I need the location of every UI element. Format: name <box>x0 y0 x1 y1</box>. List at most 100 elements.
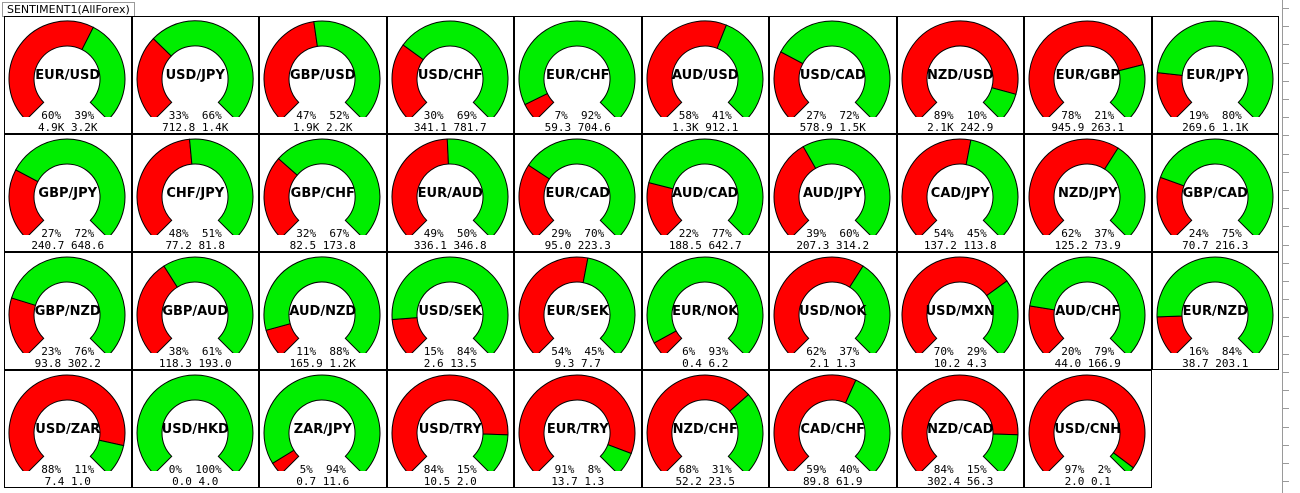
gauge-dial <box>136 138 253 235</box>
short-arc <box>518 374 636 471</box>
gauge-dial <box>8 138 126 235</box>
percent-readout: 48% 51% <box>168 227 222 240</box>
pair-label: NZD/CAD <box>927 422 994 437</box>
volume-readout: 578.9 1.5K <box>799 121 866 134</box>
long-arc <box>1156 20 1273 117</box>
percent-readout: 32% 67% <box>296 227 350 240</box>
volume-readout: 2.1K 242.9 <box>927 121 994 134</box>
gauge-cell: USD/CHF 30% 69% 341.1 781.7 <box>386 16 514 134</box>
volume-readout: 712.8 1.4K <box>162 121 229 134</box>
pair-label: USD/CAD <box>799 68 866 83</box>
volume-readout: 7.4 1.0 <box>44 475 91 488</box>
volume-readout: 341.1 781.7 <box>413 121 487 134</box>
volume-readout: 2.1 1.3 <box>809 357 856 370</box>
pair-label: CAD/CHF <box>800 422 865 437</box>
long-arc <box>1159 138 1273 235</box>
volume-readout: 10.5 2.0 <box>423 475 477 488</box>
percent-readout: 16% 84% <box>1188 345 1242 358</box>
short-arc <box>518 256 589 353</box>
long-arc <box>15 138 126 235</box>
gauge-cell: CAD/JPY 54% 45% 137.2 113.8 <box>896 134 1024 252</box>
volume-readout: 93.8 302.2 <box>34 357 101 370</box>
pair-label: USD/ZAR <box>35 422 101 437</box>
gauge-dial <box>136 374 253 471</box>
long-arc <box>152 20 254 117</box>
volume-readout: 70.7 216.3 <box>1182 239 1249 252</box>
long-arc <box>844 379 891 471</box>
long-arc <box>1109 452 1135 471</box>
gauge-dial <box>8 256 126 353</box>
volume-readout: 77.2 81.8 <box>165 239 226 252</box>
gauge-cell: AUD/USD 58% 41% 1.3K 912.1 <box>641 16 769 134</box>
percent-readout: 24% 75% <box>1188 227 1242 240</box>
gauge-dial <box>391 138 508 235</box>
percent-readout: 62% 37% <box>806 345 860 358</box>
gauge-dial <box>136 256 253 353</box>
percent-readout: 84% 15% <box>933 463 987 476</box>
gauge-grid: EUR/USD 60% 39% 4.9K 3.2K USD/JPY 33% 66% 712… <box>4 16 1279 491</box>
volume-readout: 0.7 11.6 <box>296 475 350 488</box>
percent-readout: 6% 93% <box>682 345 729 358</box>
gauge-dial <box>391 20 508 117</box>
gauge-cell: USD/ZAR 88% 11% 7.4 1.0 <box>4 370 132 488</box>
volume-readout: 1.3K 912.1 <box>672 121 739 134</box>
pair-label: GBP/AUD <box>162 304 229 319</box>
percent-readout: 97% 2% <box>1064 463 1111 476</box>
gauge-dial <box>1028 374 1146 471</box>
pair-label: EUR/CAD <box>545 186 611 201</box>
gauge-dial <box>518 20 636 117</box>
short-arc <box>1028 138 1119 235</box>
long-arc <box>1156 256 1273 353</box>
short-arc <box>901 374 1018 471</box>
volume-readout: 52.2 23.5 <box>675 475 736 488</box>
pair-label: GBP/JPY <box>38 186 98 201</box>
gauge-dial <box>646 256 763 353</box>
percent-readout: 49% 50% <box>423 227 477 240</box>
volume-readout: 82.5 173.8 <box>289 239 356 252</box>
gauge-dial <box>1156 138 1273 235</box>
gauge-dial <box>773 20 891 117</box>
percent-readout: 70% 29% <box>933 345 987 358</box>
volume-readout: 165.9 1.2K <box>289 357 356 370</box>
long-arc <box>965 139 1018 235</box>
gauge-dial <box>518 256 636 353</box>
percent-readout: 84% 15% <box>423 463 477 476</box>
pair-label: GBP/CHF <box>290 186 355 201</box>
pair-label: EUR/AUD <box>417 186 483 201</box>
gauge-dial <box>1156 256 1273 353</box>
long-arc <box>89 439 125 471</box>
window-title: SENTIMENT1(AllForex) <box>2 2 135 17</box>
long-arc <box>446 138 508 235</box>
scale-tick <box>1283 281 1289 282</box>
volume-readout: 38.7 203.1 <box>1182 357 1249 370</box>
percent-readout: 15% 84% <box>423 345 477 358</box>
short-arc <box>1028 20 1144 117</box>
long-arc <box>646 256 763 353</box>
short-arc <box>263 21 318 117</box>
volume-readout: 0.0 4.0 <box>172 475 219 488</box>
gauge-cell: USD/TRY 84% 15% 10.5 2.0 <box>386 370 514 488</box>
gauge-cell: NZD/CAD 84% 15% 302.4 56.3 <box>896 370 1024 488</box>
gauge-dial <box>518 374 636 471</box>
pair-label: EUR/CHF <box>546 68 610 83</box>
gauge-cell: EUR/GBP 78% 21% 945.9 263.1 <box>1024 16 1152 134</box>
scale-tick <box>1283 117 1289 118</box>
short-arc <box>1028 374 1146 471</box>
gauge-cell: AUD/NZD 11% 88% 165.9 1.2K <box>259 252 387 370</box>
percent-readout: 54% 45% <box>551 345 605 358</box>
scale-tick <box>1283 44 1289 45</box>
gauge-cell: EUR/CAD 29% 70% 95.0 223.3 <box>514 134 642 252</box>
percent-readout: 30% 69% <box>423 109 477 122</box>
pair-label: NZD/JPY <box>1057 186 1118 201</box>
volume-readout: 207.3 314.2 <box>796 239 870 252</box>
pair-label: USD/CHF <box>417 68 483 83</box>
pair-label: ZAR/JPY <box>293 422 352 437</box>
gauge-cell: EUR/SEK 54% 45% 9.3 7.7 <box>514 252 642 370</box>
percent-readout: 38% 61% <box>168 345 222 358</box>
volume-readout: 188.5 642.7 <box>668 239 742 252</box>
short-arc <box>773 256 864 353</box>
gauge-cell: EUR/JPY 19% 80% 269.6 1.1K <box>1151 16 1279 134</box>
gauge-cell: CHF/JPY 48% 51% 77.2 81.8 <box>131 134 259 252</box>
gauge-dial <box>518 138 636 235</box>
